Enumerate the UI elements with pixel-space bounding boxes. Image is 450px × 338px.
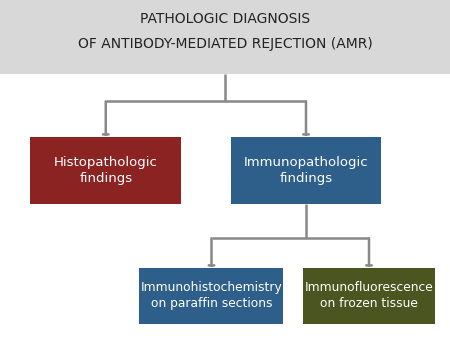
Bar bbox=[140, 268, 284, 324]
Bar bbox=[30, 137, 181, 204]
Text: Immunohistochemistry
on paraffin sections: Immunohistochemistry on paraffin section… bbox=[140, 281, 283, 310]
Text: Histopathologic
findings: Histopathologic findings bbox=[54, 156, 158, 185]
Text: PATHOLOGIC DIAGNOSIS: PATHOLOGIC DIAGNOSIS bbox=[140, 11, 310, 26]
Text: Immunofluorescence
on frozen tissue: Immunofluorescence on frozen tissue bbox=[305, 281, 433, 310]
Bar bbox=[231, 137, 382, 204]
Text: Immunopathologic
findings: Immunopathologic findings bbox=[244, 156, 368, 185]
Bar bbox=[0, 0, 450, 74]
Bar bbox=[302, 268, 436, 324]
Text: OF ANTIBODY-MEDIATED REJECTION (AMR): OF ANTIBODY-MEDIATED REJECTION (AMR) bbox=[77, 37, 373, 51]
